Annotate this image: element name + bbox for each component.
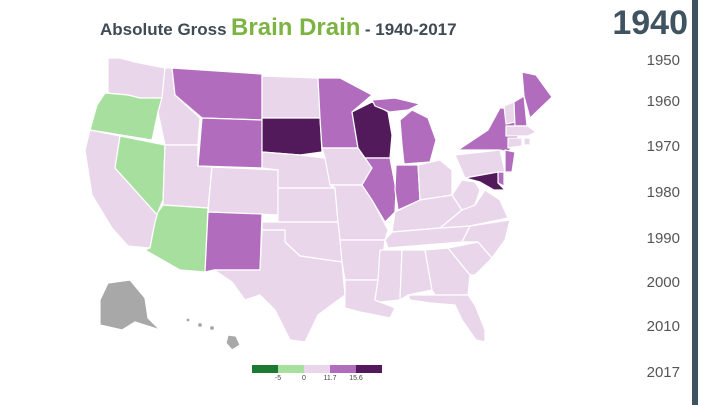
state-new-mexico[interactable] (204, 211, 263, 273)
title-main: Brain Drain (231, 14, 361, 41)
timeline-year-2010[interactable]: 2010 (646, 318, 680, 335)
state-mississippi[interactable] (374, 249, 403, 303)
legend-tick: 11.7 (323, 375, 337, 382)
legend-swatch-3 (304, 365, 330, 373)
legend-tick: 15.6 (349, 375, 363, 382)
state-texas[interactable] (213, 229, 346, 343)
timeline-year-1950[interactable]: 1950 (646, 52, 680, 69)
legend-swatch-5 (356, 365, 382, 373)
state-alabama[interactable] (399, 249, 433, 301)
state-maryland[interactable] (464, 171, 506, 191)
state-maine[interactable] (521, 71, 553, 119)
state-hawaii[interactable] (225, 334, 241, 351)
state-north-dakota[interactable] (261, 75, 321, 119)
timeline-year-1980[interactable]: 1980 (646, 184, 680, 201)
legend-swatch-1 (252, 365, 278, 373)
timeline-year-2017[interactable]: 2017 (646, 364, 680, 381)
legend-tick: 0 (302, 375, 306, 382)
legend-swatch-4 (330, 365, 356, 373)
state-hawaii-island-2 (196, 321, 204, 329)
map-title: Absolute Gross Brain Drain - 1940-2017 (100, 14, 510, 42)
state-washington[interactable] (107, 57, 166, 99)
legend-swatches (252, 365, 387, 373)
state-michigan[interactable] (399, 109, 437, 165)
state-alaska[interactable] (99, 279, 161, 331)
legend-swatch-2 (278, 365, 304, 373)
state-kansas[interactable] (277, 187, 339, 223)
timeline-year-1990[interactable]: 1990 (646, 230, 680, 247)
state-michigan-upper[interactable] (371, 97, 421, 113)
state-florida[interactable] (407, 294, 486, 343)
state-hawaii-island-3 (208, 324, 216, 332)
title-prefix: Absolute Gross (100, 20, 227, 39)
state-massachusetts[interactable] (505, 125, 537, 137)
title-suffix: - 1940-2017 (364, 20, 457, 39)
state-vermont[interactable] (503, 101, 516, 125)
state-hawaii-island-1 (185, 317, 191, 323)
state-south-carolina[interactable] (447, 241, 493, 276)
timeline-track[interactable] (692, 0, 698, 405)
timeline-year-1970[interactable]: 1970 (646, 138, 680, 155)
timeline-year-2000[interactable]: 2000 (646, 274, 680, 291)
us-map (84, 57, 553, 351)
current-year-label: 1940 (612, 4, 688, 42)
state-west-virginia[interactable] (451, 179, 481, 211)
state-wyoming[interactable] (197, 117, 263, 169)
state-rhode-island[interactable] (523, 137, 531, 146)
legend-ticks: -5 0 11.7 15.6 (252, 375, 387, 387)
state-illinois[interactable] (361, 157, 397, 223)
color-legend: -5 0 11.7 15.6 (252, 365, 387, 387)
state-connecticut[interactable] (507, 137, 523, 149)
state-south-dakota[interactable] (261, 117, 323, 156)
state-colorado[interactable] (207, 166, 279, 216)
timeline-year-1960[interactable]: 1960 (646, 93, 680, 110)
state-new-jersey[interactable] (504, 149, 516, 173)
legend-tick: -5 (274, 375, 282, 382)
